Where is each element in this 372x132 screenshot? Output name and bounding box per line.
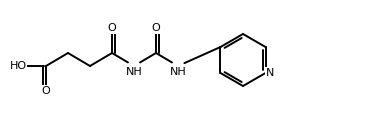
Text: NH: NH [170, 67, 186, 77]
Text: HO: HO [9, 61, 26, 71]
Text: NH: NH [126, 67, 142, 77]
Text: O: O [42, 86, 50, 96]
Text: O: O [108, 23, 116, 33]
Text: O: O [152, 23, 160, 33]
Text: N: N [266, 68, 275, 78]
